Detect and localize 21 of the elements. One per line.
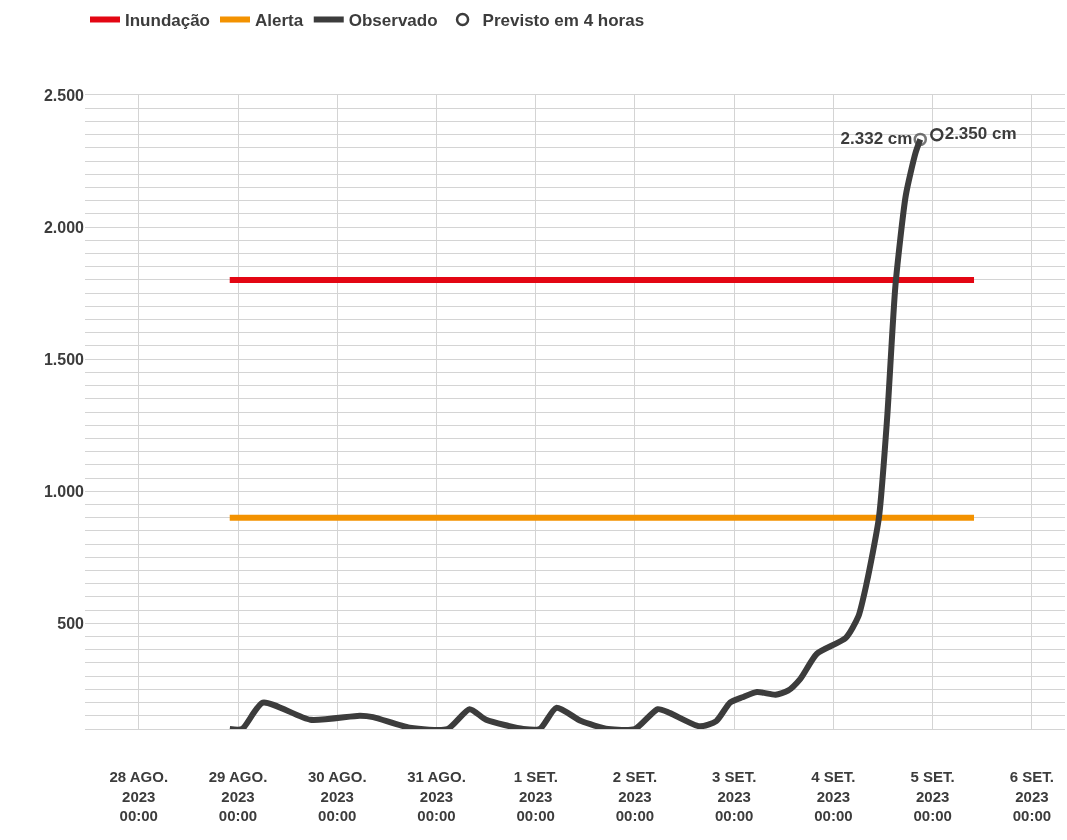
legend-label: Inundação (125, 11, 211, 31)
x-tick-label: 30 AGO. 2023 00:00 (307, 768, 367, 824)
y-tick-label: 500 (57, 614, 85, 632)
data-label: 2.332 cm (840, 128, 913, 148)
legend-label: Alerta (255, 11, 304, 31)
x-tick-label: 28 AGO. 2023 00:00 (109, 768, 169, 824)
x-tick-label: 2 SET. 2023 00:00 (612, 768, 658, 824)
data-label: 2.350 cm (944, 123, 1017, 143)
x-tick-label: 6 SET. 2023 00:00 (1009, 768, 1055, 824)
y-tick-label: 2.000 (43, 218, 85, 236)
legend-label: Previsto em 4 horas (482, 11, 645, 31)
legend-label: Observado (348, 11, 438, 31)
y-tick-label: 2.500 (43, 86, 85, 104)
x-tick-label: 29 AGO. 2023 00:00 (208, 768, 268, 824)
y-tick-label: 1.000 (43, 482, 85, 500)
x-tick-label: 3 SET. 2023 00:00 (712, 768, 757, 824)
x-tick-label: 1 SET. 2023 00:00 (513, 768, 558, 824)
x-tick-label: 31 AGO. 2023 00:00 (407, 768, 466, 824)
y-tick-label: 1.500 (43, 350, 85, 368)
x-tick-label: 4 SET. 2023 00:00 (811, 768, 856, 824)
x-tick-label: 5 SET. 2023 00:00 (910, 768, 955, 824)
